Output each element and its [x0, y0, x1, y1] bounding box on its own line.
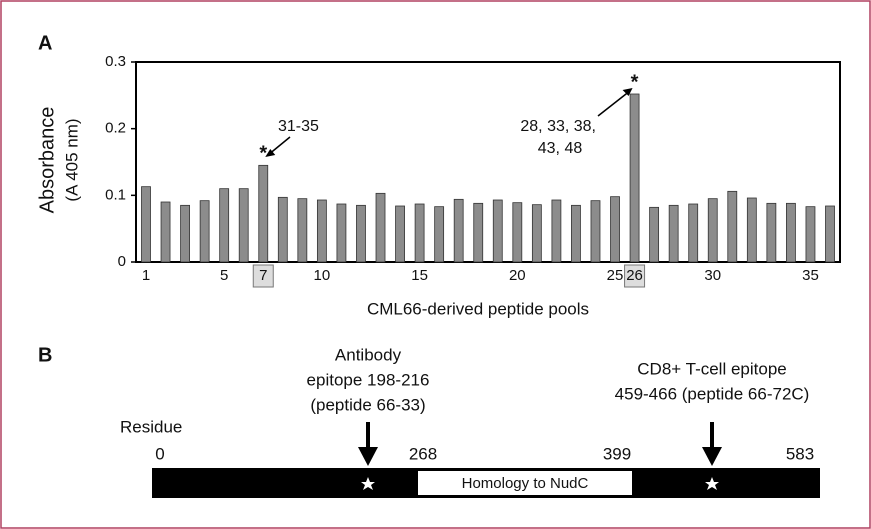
- annotation: 31-35: [278, 118, 319, 135]
- bar: [805, 206, 816, 263]
- bar: [297, 198, 308, 263]
- domain-box: [418, 471, 632, 495]
- residue-number: 0: [155, 444, 164, 463]
- bar: [492, 199, 503, 263]
- bar: [531, 204, 542, 263]
- bar: [199, 200, 210, 263]
- residue-number: 268: [409, 444, 437, 463]
- x-tick-label: 30: [704, 267, 721, 284]
- label-box: [252, 264, 274, 288]
- asterisk: *: [631, 71, 639, 93]
- annotation: 43, 48: [538, 140, 583, 157]
- x-tick-label: 1: [142, 267, 150, 284]
- domain-label: Homology to NudC: [462, 475, 589, 492]
- bar: [238, 188, 249, 263]
- arrow-head: [265, 149, 276, 157]
- x-tick-label: 5: [220, 267, 228, 284]
- y-tick-label: 0.3: [105, 53, 126, 70]
- x-tick-label: 7: [259, 267, 267, 284]
- bar: [766, 202, 777, 263]
- x-tick-label: 26: [626, 267, 643, 284]
- asterisk: *: [259, 143, 267, 165]
- bar: [610, 196, 620, 263]
- y-axis-label: (A 405 nm): [62, 118, 81, 201]
- x-axis-label: CML66-derived peptide pools: [367, 299, 589, 318]
- x-tick-label: 25: [607, 267, 624, 284]
- bar: [649, 206, 660, 263]
- bar: [746, 197, 757, 263]
- bar: [316, 199, 327, 263]
- bar: [688, 203, 699, 263]
- bar: [258, 164, 269, 263]
- label-box: [624, 264, 646, 288]
- epitope-label: 459-466 (peptide 66-72C): [615, 384, 810, 403]
- bar: [277, 196, 288, 263]
- bar: [141, 186, 151, 263]
- bar: [629, 93, 640, 263]
- residue-label: Residue: [120, 417, 182, 436]
- bar: [825, 205, 835, 263]
- epitope-star: [705, 477, 719, 490]
- bar: [512, 202, 523, 263]
- bar: [375, 192, 386, 263]
- residue-number: 399: [603, 444, 631, 463]
- epitope-label: CD8+ T-cell epitope: [637, 359, 786, 378]
- annotation: 28, 33, 38,: [520, 118, 596, 135]
- bar: [727, 190, 738, 263]
- y-tick-label: 0.2: [105, 120, 126, 137]
- bar: [707, 198, 718, 263]
- x-tick-label: 15: [411, 267, 428, 284]
- annotation-arrow: [597, 91, 630, 117]
- epitope-label: (peptide 66-33): [310, 395, 425, 414]
- residue-number: 583: [786, 444, 814, 463]
- epitope-star: [361, 477, 375, 490]
- bar: [336, 203, 347, 263]
- bar: [786, 202, 796, 263]
- y-tick-label: 0: [118, 253, 126, 270]
- plot-frame: [135, 61, 841, 263]
- bar: [551, 199, 562, 263]
- y-tick-label: 0.1: [105, 186, 126, 203]
- panel-label: A: [38, 32, 52, 54]
- bar: [219, 188, 230, 263]
- bar: [180, 204, 190, 263]
- bar: [571, 204, 581, 263]
- epitope-label: Antibody: [335, 345, 402, 364]
- y-axis-label: Absorbance: [36, 107, 58, 214]
- arrow-head: [622, 88, 633, 96]
- epitope-label: epitope 198-216: [307, 370, 430, 389]
- x-tick-label: 10: [314, 267, 331, 284]
- x-tick-label: 20: [509, 267, 526, 284]
- panel-label: B: [38, 344, 52, 366]
- bar: [590, 200, 601, 263]
- bar: [356, 204, 366, 263]
- x-tick-label: 35: [802, 267, 819, 284]
- epitope-arrow: [358, 422, 722, 466]
- annotation-arrow: [268, 136, 291, 155]
- bar: [395, 205, 405, 263]
- bar: [473, 202, 484, 263]
- bar: [453, 198, 464, 263]
- bar: [434, 206, 445, 263]
- bar: [414, 203, 425, 263]
- bar: [160, 201, 171, 263]
- bar: [668, 204, 679, 263]
